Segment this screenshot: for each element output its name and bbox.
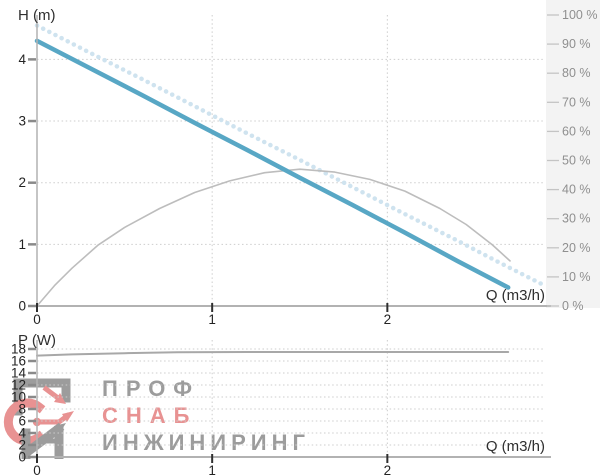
- x-tick-label: 0: [33, 312, 41, 327]
- percent-tick-label: 100 %: [562, 8, 597, 22]
- logo-red-link-top: [42, 385, 62, 402]
- y-tick-label: 8: [18, 402, 26, 417]
- x-axis-title: Q (m3/h): [486, 438, 545, 455]
- series-power-curve: [36, 351, 510, 357]
- y-tick-label: 2: [18, 175, 26, 190]
- y-tick-label: 0: [18, 450, 26, 465]
- percent-tick-label: 80 %: [562, 66, 591, 80]
- y-tick-label: 4: [18, 52, 26, 67]
- x-tick-label: 1: [208, 312, 216, 327]
- x-tick-label: 2: [384, 463, 392, 475]
- series-head-curve-reference: [34, 23, 548, 288]
- y-axis-title: H (m): [18, 7, 56, 24]
- y-tick-label: 2: [18, 438, 26, 453]
- logo-red-trace: [38, 412, 71, 425]
- y-tick-label: 18: [11, 342, 26, 357]
- y-axis-title: P (W): [18, 332, 56, 349]
- y-tick-label: 12: [11, 378, 26, 393]
- percent-tick-label: 50 %: [562, 154, 591, 168]
- y-tick-label: 16: [11, 354, 26, 369]
- percent-tick-label: 90 %: [562, 37, 591, 51]
- percent-tick-label: 20 %: [562, 241, 591, 255]
- y-tick-label: 4: [18, 426, 26, 441]
- series-efficiency-curve: [36, 168, 511, 307]
- watermark-logo-icon: [3, 378, 74, 459]
- percent-tick-label: 60 %: [562, 124, 591, 138]
- watermark-line-engineering: ИНЖИНИРИНГ: [102, 430, 310, 455]
- y-tick-label: 3: [18, 114, 26, 129]
- percent-tick-label: 30 %: [562, 212, 591, 226]
- y-tick-label: 6: [18, 414, 26, 429]
- y-tick-label: 0: [18, 299, 26, 314]
- logo-gray-arrow: [54, 423, 66, 434]
- logo-red-arrow-top: [54, 393, 66, 404]
- watermark-logo: ПРОФ СНАБ ИНЖИНИРИНГ: [2, 373, 310, 459]
- percent-tick-label: 40 %: [562, 183, 591, 197]
- x-tick-label: 1: [208, 463, 216, 475]
- watermark-line-snab: СНАБ: [102, 403, 198, 428]
- x-axis-title: Q (m3/h): [486, 287, 545, 304]
- y-tick-label: 14: [11, 366, 27, 381]
- logo-red-arrow-mid: [62, 411, 74, 422]
- y-tick-label: 1: [18, 237, 26, 252]
- logo-p-shape: [13, 378, 71, 416]
- percent-tick-label: 10 %: [562, 270, 591, 284]
- percent-tick-label: 0 %: [562, 299, 584, 313]
- percent-tick-label: 70 %: [562, 95, 591, 109]
- x-tick-label: 2: [384, 312, 392, 327]
- y-tick-label: 10: [11, 390, 26, 405]
- x-tick-label: 0: [33, 463, 41, 475]
- series-head-curve: [34, 38, 511, 290]
- percent-axis-background: [546, 0, 600, 308]
